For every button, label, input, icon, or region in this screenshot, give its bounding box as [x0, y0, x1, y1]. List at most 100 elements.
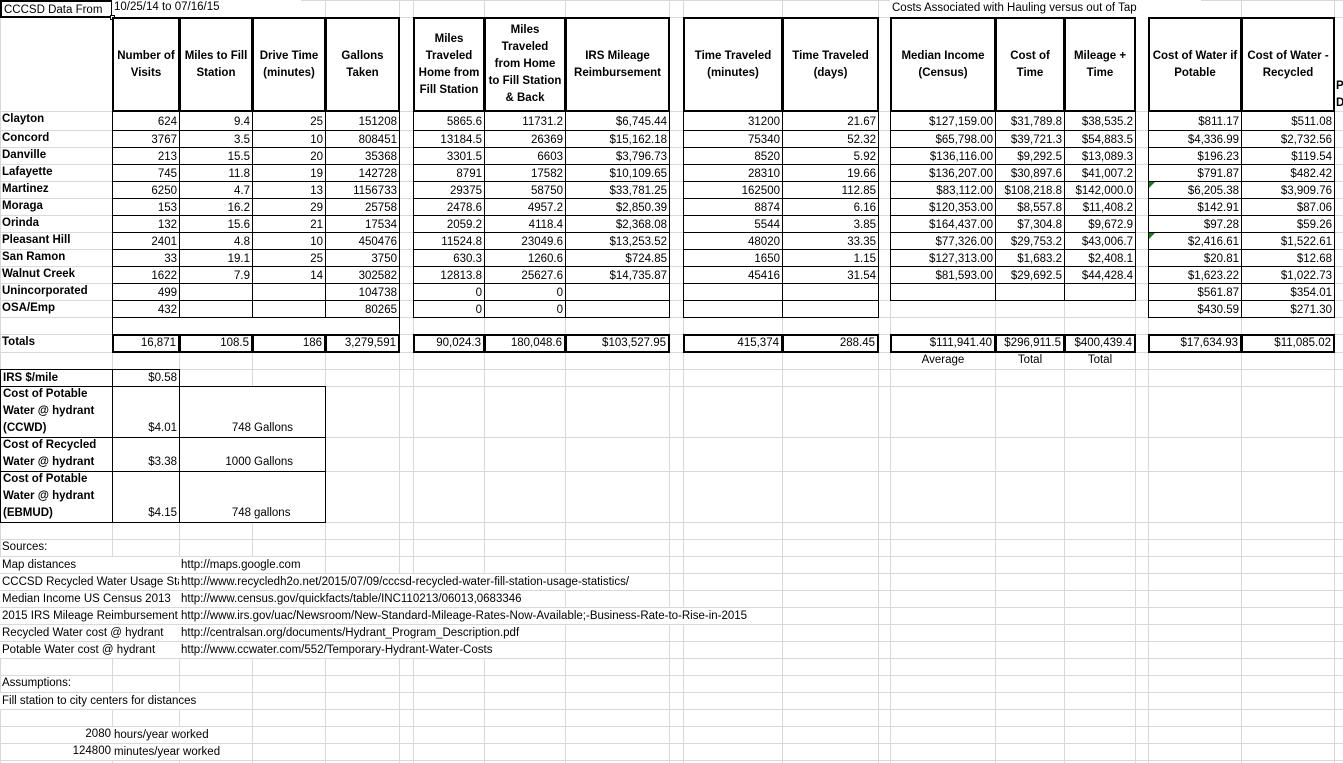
- data-cell[interactable]: [252, 283, 326, 301]
- total-cell[interactable]: $400,439.4: [1064, 334, 1136, 353]
- data-cell[interactable]: 4957.2: [484, 198, 566, 216]
- data-cell[interactable]: [179, 283, 253, 301]
- row-label-city[interactable]: Concord: [2, 132, 50, 144]
- date-range-cell[interactable]: 10/25/14 to 07/16/15: [112, 0, 301, 18]
- data-cell[interactable]: $108,218.8: [995, 181, 1065, 199]
- data-cell[interactable]: 31.54: [782, 266, 879, 284]
- data-cell[interactable]: 104738: [325, 283, 400, 301]
- column-header[interactable]: Mileage + Time: [1064, 17, 1136, 112]
- data-cell[interactable]: $811.17: [1148, 111, 1242, 131]
- data-cell[interactable]: $2,368.08: [565, 215, 670, 233]
- data-cell[interactable]: $1,522.61: [1241, 232, 1335, 250]
- data-cell[interactable]: $13,089.3: [1064, 147, 1136, 165]
- data-cell[interactable]: $12.68: [1241, 249, 1335, 267]
- data-cell[interactable]: $6,205.38: [1148, 181, 1242, 199]
- data-cell[interactable]: $20.81: [1148, 249, 1242, 267]
- row-label-city[interactable]: Martinez: [2, 183, 49, 195]
- data-cell[interactable]: 15.5: [179, 147, 253, 165]
- data-cell[interactable]: $142,000.0: [1064, 181, 1136, 199]
- hours-per-year-value[interactable]: 2080: [85, 728, 111, 740]
- data-cell[interactable]: 11524.8: [413, 232, 485, 250]
- data-cell[interactable]: $11,408.2: [1064, 198, 1136, 216]
- data-cell[interactable]: $430.59: [1148, 300, 1242, 318]
- data-cell[interactable]: 28310: [683, 164, 783, 182]
- data-cell[interactable]: 75340: [683, 130, 783, 148]
- source-label[interactable]: Recycled Water cost @ hydrant: [0, 625, 180, 641]
- constant-unit[interactable]: Gallons: [252, 437, 326, 472]
- data-cell[interactable]: $8,557.8: [995, 198, 1065, 216]
- data-cell[interactable]: 3.5: [179, 130, 253, 148]
- data-cell[interactable]: $6,745.44: [565, 111, 670, 131]
- sources-title[interactable]: Sources:: [2, 541, 48, 553]
- data-cell[interactable]: 2478.6: [413, 198, 485, 216]
- data-cell[interactable]: $119.54: [1241, 147, 1335, 165]
- data-cell[interactable]: 52.32: [782, 130, 879, 148]
- data-cell[interactable]: [565, 300, 670, 318]
- row-label-city[interactable]: Lafayette: [2, 166, 53, 178]
- data-cell[interactable]: [1064, 300, 1136, 318]
- data-cell[interactable]: 7.9: [179, 266, 253, 284]
- data-cell[interactable]: $127,159.00: [890, 111, 996, 131]
- row-label-city[interactable]: Moraga: [2, 200, 43, 212]
- column-header[interactable]: Cost of Water if Potable: [1148, 17, 1242, 112]
- data-cell[interactable]: 25: [252, 249, 326, 267]
- column-header[interactable]: Median Income (Census): [890, 17, 996, 112]
- data-cell[interactable]: $2,732.56: [1241, 130, 1335, 148]
- row-label-city[interactable]: Walnut Creek: [2, 268, 76, 280]
- row-label-city[interactable]: Clayton: [2, 113, 45, 125]
- data-cell[interactable]: $1,022.73: [1241, 266, 1335, 284]
- data-cell[interactable]: 29: [252, 198, 326, 216]
- column-header[interactable]: Number of Visits: [112, 17, 180, 112]
- total-cell[interactable]: $111,941.40: [890, 334, 996, 353]
- irs-rate-label[interactable]: IRS $/mile: [0, 369, 113, 387]
- data-cell[interactable]: [565, 283, 670, 301]
- data-cell[interactable]: 0: [484, 300, 566, 318]
- data-cell[interactable]: 4118.4: [484, 215, 566, 233]
- source-label[interactable]: Median Income US Census 2013: [0, 591, 180, 607]
- source-url-link[interactable]: http://maps.google.com: [179, 557, 303, 573]
- data-cell[interactable]: 25627.6: [484, 266, 566, 284]
- minutes-per-year-label[interactable]: minutes/year worked: [112, 744, 234, 760]
- data-cell[interactable]: 3301.5: [413, 147, 485, 165]
- total-cell[interactable]: $296,911.5: [995, 334, 1065, 353]
- data-cell[interactable]: 3750: [325, 249, 400, 267]
- data-cell[interactable]: $65,798.00: [890, 130, 996, 148]
- error-indicator-icon[interactable]: [1149, 182, 1155, 188]
- source-label[interactable]: Map distances: [0, 557, 180, 573]
- data-cell[interactable]: $9,672.9: [1064, 215, 1136, 233]
- data-cell[interactable]: $136,116.00: [890, 147, 996, 165]
- data-cell[interactable]: 0: [413, 283, 485, 301]
- assumptions-title[interactable]: Assumptions:: [2, 677, 72, 689]
- data-cell[interactable]: $561.87: [1148, 283, 1242, 301]
- source-url-link[interactable]: http://www.recycledh2o.net/2015/07/09/cc…: [179, 574, 632, 590]
- constant-value[interactable]: $3.38: [112, 437, 180, 472]
- hours-per-year-label[interactable]: hours/year worked: [112, 727, 222, 743]
- data-cell[interactable]: $31,789.8: [995, 111, 1065, 131]
- data-cell[interactable]: 2059.2: [413, 215, 485, 233]
- data-cell[interactable]: [890, 300, 996, 318]
- data-cell[interactable]: 432: [112, 300, 180, 318]
- data-cell[interactable]: $10,109.65: [565, 164, 670, 182]
- column-header[interactable]: Miles Traveled from Home to Fill Station…: [484, 17, 566, 112]
- data-cell[interactable]: $54,883.5: [1064, 130, 1136, 148]
- data-cell[interactable]: 450476: [325, 232, 400, 250]
- data-cell[interactable]: 9.4: [179, 111, 253, 131]
- data-cell[interactable]: 1156733: [325, 181, 400, 199]
- data-cell[interactable]: 25: [252, 111, 326, 131]
- data-cell[interactable]: $3,909.76: [1241, 181, 1335, 199]
- total-cell[interactable]: 288.45: [782, 334, 879, 353]
- data-cell[interactable]: 20: [252, 147, 326, 165]
- data-cell[interactable]: $2,416.61: [1148, 232, 1242, 250]
- data-cell[interactable]: [683, 283, 783, 301]
- data-cell[interactable]: [252, 300, 326, 318]
- data-cell[interactable]: $83,112.00: [890, 181, 996, 199]
- data-cell[interactable]: $59.26: [1241, 215, 1335, 233]
- total-cell[interactable]: 415,374: [683, 334, 783, 353]
- data-cell[interactable]: $271.30: [1241, 300, 1335, 318]
- row-label-city[interactable]: OSA/Emp: [2, 302, 56, 314]
- data-cell[interactable]: 13: [252, 181, 326, 199]
- total-cell[interactable]: 186: [252, 334, 326, 353]
- data-cell[interactable]: $7,304.8: [995, 215, 1065, 233]
- data-cell[interactable]: $2,408.1: [1064, 249, 1136, 267]
